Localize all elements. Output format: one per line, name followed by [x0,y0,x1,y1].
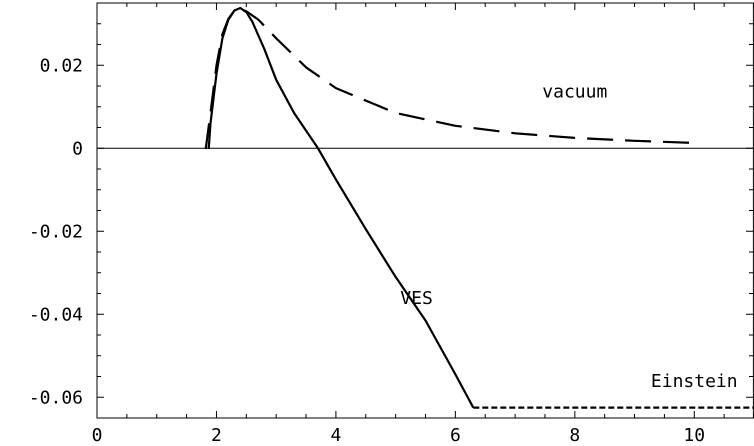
y-tick-label: 0.02 [40,55,83,76]
plot-frame [96,2,754,419]
x-tick-label: 8 [569,425,580,446]
y-tick-label: -0.02 [29,221,83,242]
curve-label-vacuum: vacuum [542,82,607,103]
y-tick-label: 0 [72,138,83,159]
x-tick-label: 4 [330,425,341,446]
plot-border [96,2,754,419]
y-axis-ticks: 0.02 0 -0.02 -0.04 -0.06 [29,2,753,419]
series-group [204,6,754,409]
x-tick-label: 6 [450,425,461,446]
curve-label-einstein: Einstein [651,371,738,392]
y-tick-label: -0.06 [29,387,83,408]
y-tick-label: -0.04 [29,304,83,325]
x-tick-label: 2 [211,425,222,446]
curve-label-ves: VES [400,288,433,309]
series-line-dashed [204,8,695,150]
x-tick-label: 0 [92,425,103,446]
x-tick-label: 10 [683,425,705,446]
series-line-solid [207,6,475,409]
annotations: vacuum VES Einstein [400,82,737,392]
x-axis-ticks: 0 2 4 6 8 10 [92,3,754,446]
